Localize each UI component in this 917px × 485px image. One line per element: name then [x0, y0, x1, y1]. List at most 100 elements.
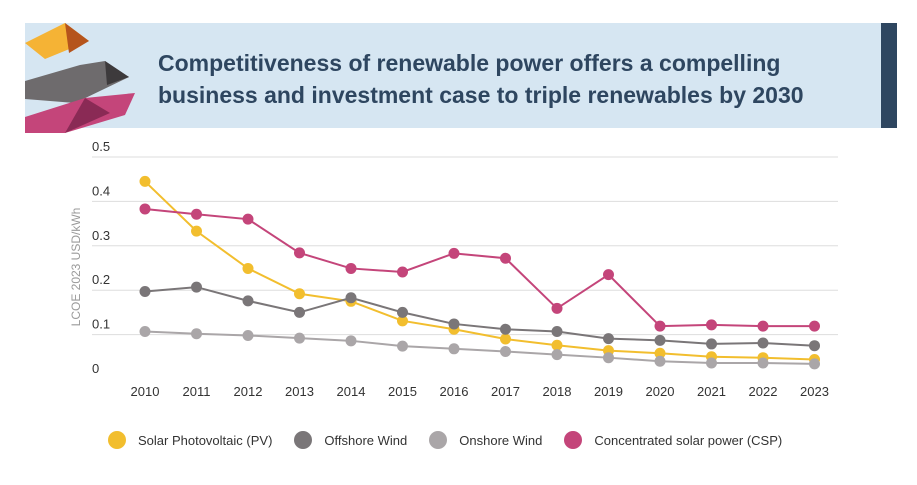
data-point [654, 320, 666, 332]
data-point [242, 262, 254, 274]
y-tick-label: 0.1 [92, 317, 110, 332]
legend-swatch [108, 431, 126, 449]
data-point [654, 347, 666, 359]
legend-item: Offshore Wind [294, 431, 407, 449]
x-tick-label: 2023 [800, 384, 829, 399]
data-point [294, 247, 305, 259]
data-point [551, 349, 563, 361]
data-point [706, 319, 717, 331]
x-tick-label: 2014 [337, 384, 366, 399]
x-tick-label: 2019 [594, 384, 623, 399]
data-point [603, 333, 614, 345]
data-point [448, 318, 460, 330]
y-axis-label: LCOE 2023 USD/kWh [69, 208, 83, 327]
x-tick-label: 2012 [234, 384, 263, 399]
data-point [345, 292, 357, 304]
data-point [242, 329, 254, 341]
legend-item: Solar Photovoltaic (PV) [108, 431, 272, 449]
data-point [757, 320, 769, 332]
series-offshore-wind [139, 281, 820, 352]
data-point [139, 203, 151, 215]
data-point [397, 266, 408, 278]
data-point [242, 213, 254, 225]
x-tick-label: 2015 [388, 384, 417, 399]
series-solar-photovoltaic-pv [139, 175, 820, 365]
data-point [500, 333, 511, 345]
data-point [294, 332, 305, 344]
x-tick-label: 2010 [131, 384, 160, 399]
y-tick-label: 0.2 [92, 272, 110, 287]
x-tick-label: 2016 [440, 384, 469, 399]
y-tick-label: 0.3 [92, 228, 110, 243]
series-line [144, 180, 815, 361]
series-line [144, 286, 815, 347]
data-point [139, 325, 151, 337]
series-onshore-wind [139, 325, 820, 370]
data-point [551, 302, 563, 314]
x-tick-label: 2018 [543, 384, 572, 399]
data-point [500, 323, 511, 335]
legend-swatch [294, 431, 313, 449]
data-point [139, 175, 151, 187]
data-point [191, 328, 202, 340]
series-group [139, 175, 820, 370]
data-point [448, 247, 460, 259]
data-point [551, 325, 563, 337]
data-point [191, 281, 202, 293]
data-point [500, 345, 511, 357]
data-point [191, 225, 202, 237]
data-point [397, 315, 408, 327]
data-point [809, 340, 820, 352]
data-point [139, 286, 151, 298]
legend-label: Onshore Wind [459, 432, 543, 448]
data-point [345, 335, 357, 347]
x-axis-ticks: 2010 2011 2012 2013 2014 2015 2016 2017 2018 2019… [131, 384, 829, 399]
data-point [500, 252, 511, 264]
data-point [397, 306, 408, 318]
x-tick-label: 2020 [646, 384, 675, 399]
data-point [757, 337, 769, 349]
title-line-1: Competitiveness of renewable power offer… [158, 50, 781, 76]
data-point [809, 320, 820, 332]
x-tick-label: 2011 [183, 384, 211, 399]
data-point [397, 340, 408, 352]
x-tick-label: 2017 [491, 384, 520, 399]
legend-swatch [429, 431, 448, 449]
y-tick-label: 0.5 [92, 139, 110, 154]
banner-accent-bar [881, 23, 897, 128]
data-point [191, 208, 202, 220]
decorative-triangles-logo [25, 23, 135, 133]
x-tick-label: 2022 [749, 384, 778, 399]
legend-item: Onshore Wind [429, 431, 542, 449]
data-point [603, 352, 614, 364]
data-point [757, 357, 769, 369]
series-line [144, 330, 815, 365]
data-point [603, 269, 614, 281]
legend-item: Concentrated solar power (CSP) [564, 431, 782, 449]
data-point [654, 334, 666, 346]
legend-label: Offshore Wind [324, 432, 408, 448]
data-point [294, 288, 305, 300]
title-line-2: business and investment case to triple r… [158, 82, 804, 108]
data-point [706, 357, 717, 369]
y-tick-label: 0 [92, 361, 99, 376]
lcoe-line-chart: 0.50.40.30.20.10 2010 2011 2012 2013 2014 201… [69, 139, 838, 399]
gridlines [92, 156, 838, 336]
data-point [809, 358, 820, 370]
title-banner [25, 23, 881, 128]
data-point [294, 306, 305, 318]
y-axis-ticks: 0.5 0.4 0.3 0.2 0.1 0 [92, 139, 110, 376]
data-point [654, 355, 666, 367]
series-concentrated-solar-power-csp [139, 203, 820, 332]
data-point [345, 262, 357, 274]
chart-title: Competitiveness of renewable power offer… [158, 47, 858, 111]
legend-swatch [564, 431, 583, 449]
series-line [144, 207, 815, 328]
legend: Solar Photovoltaic (PV) Offshore Wind Onsh… [108, 428, 804, 452]
data-point [706, 338, 717, 350]
data-point [551, 339, 563, 351]
data-point [448, 343, 460, 355]
y-tick-label: 0.4 [92, 183, 110, 198]
legend-label: Concentrated solar power (CSP) [594, 432, 783, 448]
legend-label: Solar Photovoltaic (PV) [138, 432, 273, 448]
